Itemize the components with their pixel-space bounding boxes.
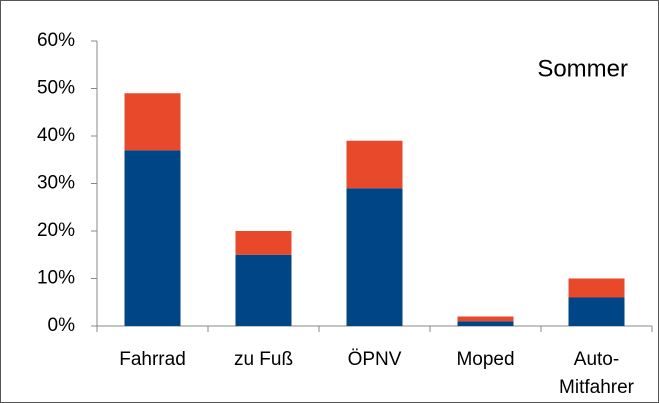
- x-tick-label: Moped: [456, 349, 514, 370]
- x-tick-label: Auto-Mitfahrer: [559, 349, 635, 398]
- y-tick-label: 0%: [48, 315, 76, 336]
- annotation: Sommer: [537, 55, 628, 82]
- bar-segment: [124, 150, 181, 326]
- bar-segment: [124, 93, 181, 151]
- y-tick-label: 20%: [37, 220, 75, 241]
- x-tick-label: ÖPNV: [348, 349, 402, 370]
- y-tick-label: 50%: [37, 78, 75, 99]
- bar-segment: [346, 188, 403, 326]
- y-tick-label: 60%: [37, 30, 75, 51]
- y-tick-label: 30%: [37, 173, 75, 194]
- bar-segment: [235, 254, 292, 326]
- y-tick-label: 10%: [37, 268, 75, 289]
- bar-segment: [568, 278, 625, 298]
- bar-segment: [457, 316, 514, 322]
- y-tick-label: 40%: [37, 125, 75, 146]
- bar-segment: [457, 321, 514, 326]
- x-tick-label: zu Fuß: [234, 349, 293, 370]
- x-tick-label: Fahrrad: [119, 349, 186, 370]
- bar-segment: [346, 140, 403, 189]
- bar-segment: [568, 297, 625, 326]
- bar-segment: [235, 231, 292, 255]
